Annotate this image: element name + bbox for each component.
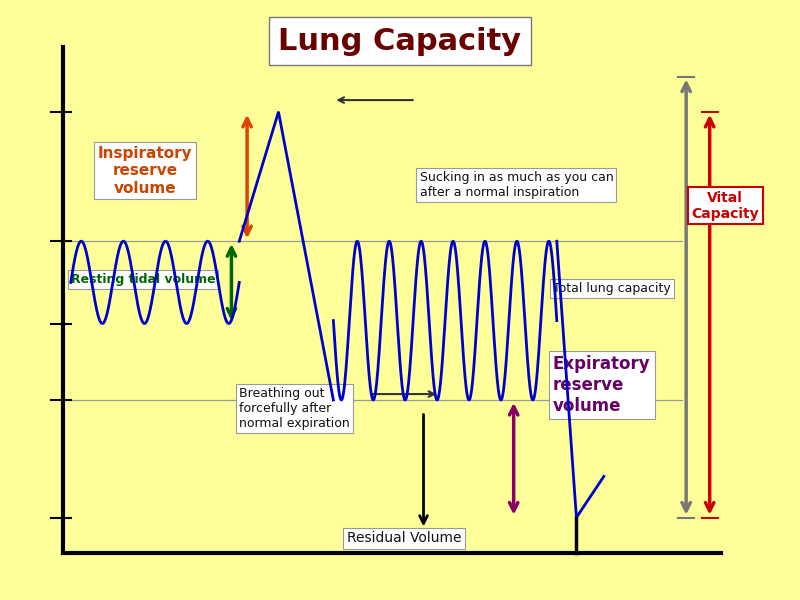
Text: Expiratory
reserve
volume: Expiratory reserve volume	[553, 355, 650, 415]
Text: Vital
Capacity: Vital Capacity	[691, 191, 759, 221]
Text: Resting tidal volume: Resting tidal volume	[70, 273, 215, 286]
Text: Inspiratory
reserve
volume: Inspiratory reserve volume	[98, 146, 193, 196]
Text: Sucking in as much as you can
after a normal inspiration: Sucking in as much as you can after a no…	[420, 172, 614, 199]
Text: Total lung capacity: Total lung capacity	[553, 282, 670, 295]
Text: Breathing out
forcefully after
normal expiration: Breathing out forcefully after normal ex…	[239, 387, 350, 430]
Text: Residual Volume: Residual Volume	[346, 531, 461, 545]
Text: Lung Capacity: Lung Capacity	[278, 26, 522, 56]
